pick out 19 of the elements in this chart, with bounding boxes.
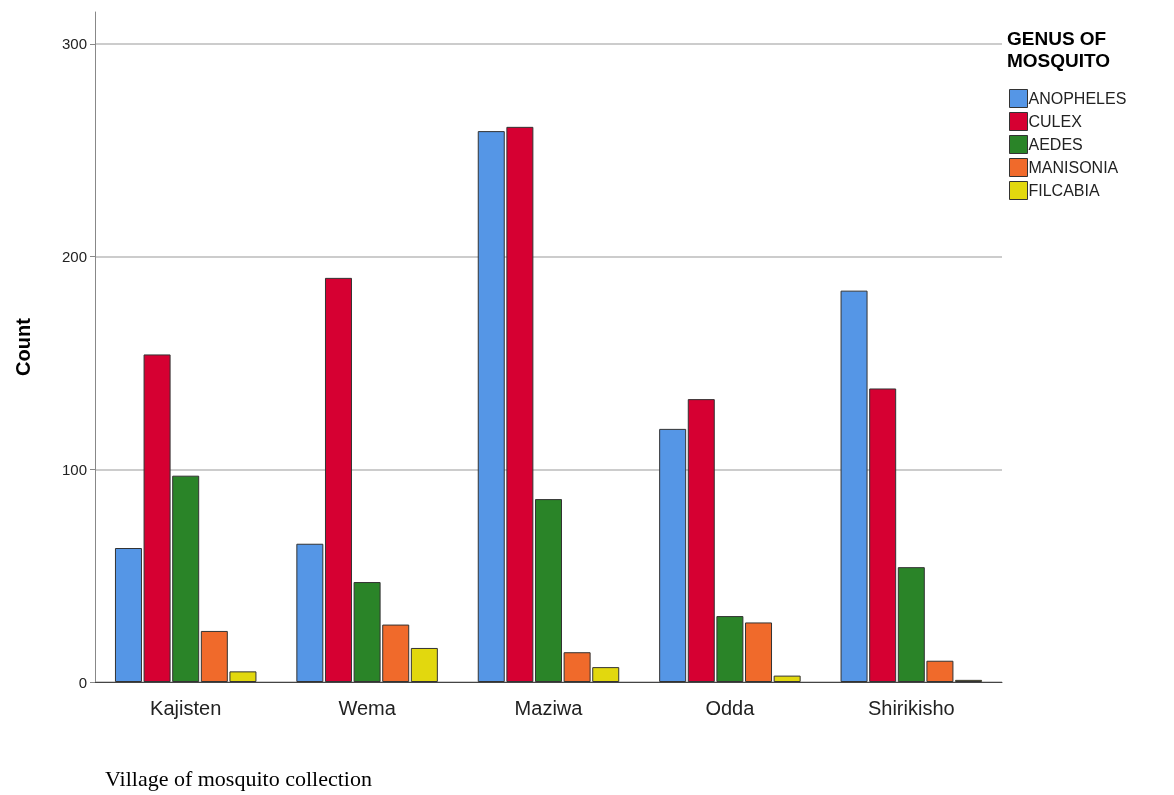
x-tick-label: Kajisten: [150, 697, 222, 719]
legend-label: MANISONIA: [1028, 159, 1119, 176]
legend-title: GENUS OF MOSQUITO: [1007, 27, 1111, 71]
y-tick-label: 0: [78, 673, 87, 691]
legend-label: FILCABIA: [1028, 182, 1100, 199]
bar: [410, 647, 438, 682]
y-tick-label: 100: [61, 460, 87, 478]
x-tick-label: Wema: [338, 697, 397, 719]
legend-label: ANOPHELES: [1028, 90, 1127, 107]
y-tick-label: 300: [61, 35, 87, 53]
x-axis-title: Village of mosquito collection: [105, 765, 372, 791]
bar: [659, 428, 687, 682]
legend-label: AEDES: [1028, 136, 1083, 153]
x-tick-label: Maziwa: [514, 697, 584, 719]
x-tick-label: Odda: [705, 697, 756, 719]
y-axis-title: Count: [12, 317, 34, 376]
legend-label: CULEX: [1028, 113, 1083, 130]
y-tick-label: 200: [61, 248, 87, 266]
x-tick-label: Shirikisho: [867, 697, 955, 719]
